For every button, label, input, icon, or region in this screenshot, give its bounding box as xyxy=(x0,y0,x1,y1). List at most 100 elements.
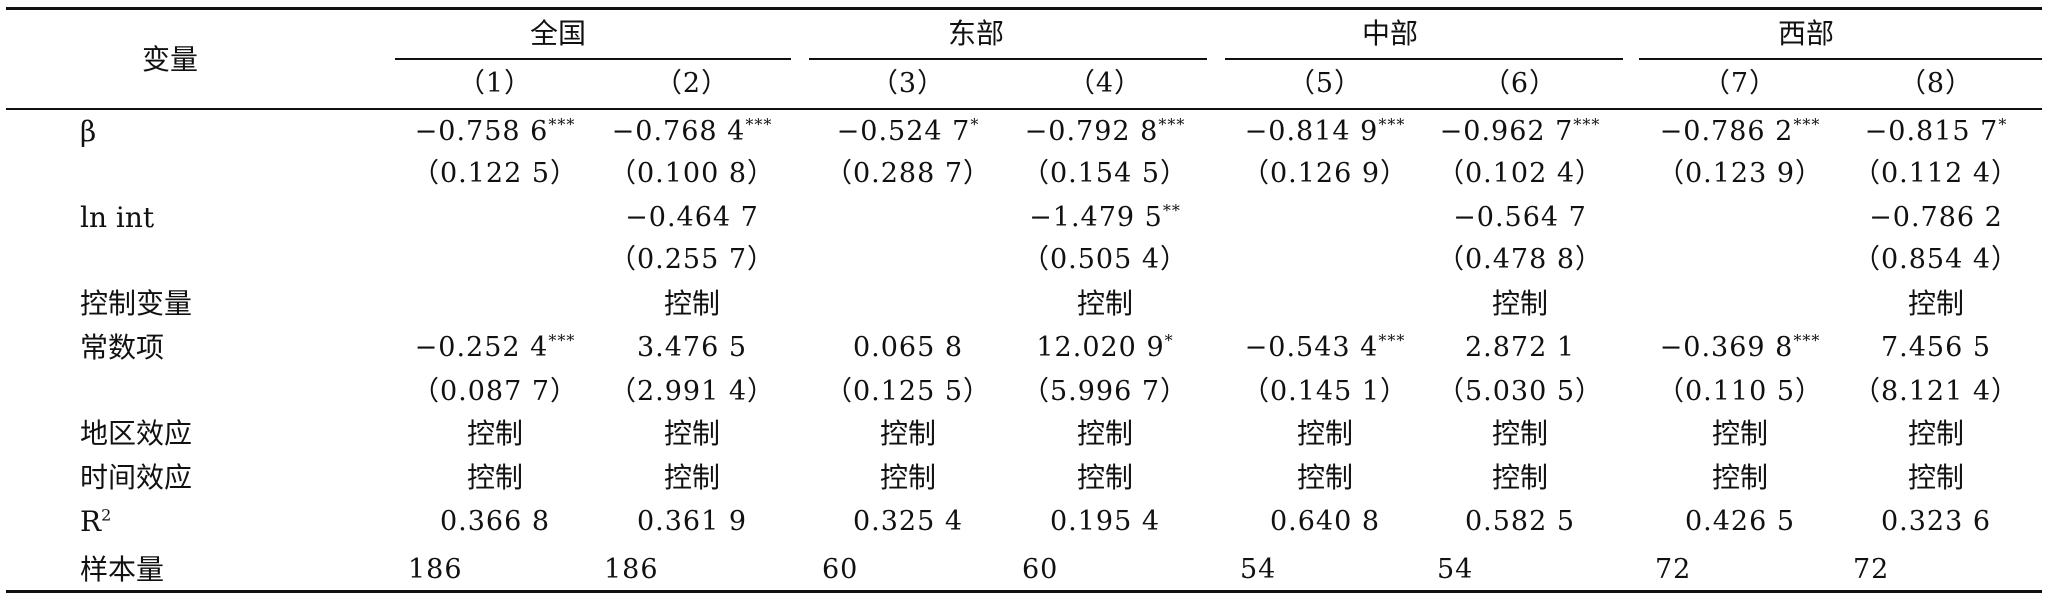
significance-stars: *** xyxy=(1793,115,1821,134)
group-underline-west xyxy=(1639,58,2042,60)
group-header-central: 中部 xyxy=(1361,17,1419,50)
table-cell: 0.195 4 xyxy=(1049,506,1161,537)
table-cell: −0.786 2 xyxy=(1869,202,2003,233)
significance-stars: * xyxy=(1164,331,1174,350)
table-cell: 控制 xyxy=(1711,461,1769,494)
table-cell: （5.996 7） xyxy=(1021,376,1189,407)
table-cell: −0.252 4*** xyxy=(414,331,576,363)
significance-stars: *** xyxy=(548,331,576,350)
table-cell: 控制 xyxy=(1491,287,1549,320)
table-cell: 0.065 8 xyxy=(852,332,964,363)
table-cell: 12.020 9* xyxy=(1036,331,1174,363)
table-cell: （0.288 7） xyxy=(824,158,992,189)
table-cell: （0.126 9） xyxy=(1241,158,1409,189)
table-cell: 控制 xyxy=(1491,417,1549,450)
significance-stars: *** xyxy=(1378,115,1406,134)
significance-stars: *** xyxy=(548,115,576,134)
table-cell: （0.123 9） xyxy=(1656,158,1824,189)
table-cell: −1.479 5** xyxy=(1029,201,1181,233)
table-cell: −0.814 9*** xyxy=(1244,115,1406,147)
significance-stars: *** xyxy=(1793,331,1821,350)
variable-header: 变量 xyxy=(141,43,199,76)
column-number-header: （2） xyxy=(654,68,730,99)
table-cell: （2.991 4） xyxy=(608,376,776,407)
table-cell: 0.361 9 xyxy=(636,506,748,537)
table-cell: −0.524 7* xyxy=(836,115,980,147)
table-cell: −0.564 7 xyxy=(1453,202,1587,233)
table-cell: −0.369 8*** xyxy=(1659,331,1821,363)
significance-stars: *** xyxy=(1378,331,1406,350)
bottom-rule xyxy=(6,590,2042,593)
table-cell: 0.325 4 xyxy=(852,506,964,537)
group-underline-east xyxy=(809,58,1207,60)
table-cell: 控制 xyxy=(1907,461,1965,494)
table-cell: 54 xyxy=(1240,554,1277,585)
table-cell: 控制 xyxy=(1491,461,1549,494)
significance-stars: *** xyxy=(1158,115,1186,134)
table-cell: 控制 xyxy=(879,461,937,494)
table-cell: −0.786 2*** xyxy=(1659,115,1821,147)
table-cell: −0.758 6*** xyxy=(414,115,576,147)
group-header-east: 东部 xyxy=(947,17,1005,50)
table-cell: −0.543 4*** xyxy=(1244,331,1406,363)
table-cell: 72 xyxy=(1655,554,1692,585)
row-label: R2 xyxy=(80,505,112,538)
top-rule xyxy=(6,7,2042,10)
row-label: 样本量 xyxy=(80,553,165,586)
table-cell: −0.464 7 xyxy=(625,202,759,233)
group-underline-central xyxy=(1225,58,1623,60)
significance-stars: *** xyxy=(745,115,773,134)
significance-stars: * xyxy=(970,115,980,134)
table-cell: 3.476 5 xyxy=(636,332,748,363)
table-cell: −0.792 8*** xyxy=(1024,115,1186,147)
table-cell: 0.640 8 xyxy=(1269,506,1381,537)
column-number-header: （5） xyxy=(1287,68,1363,99)
table-cell: （0.125 5） xyxy=(824,376,992,407)
group-header-west: 西部 xyxy=(1777,17,1835,50)
table-cell: 控制 xyxy=(466,417,524,450)
table-cell: −0.815 7* xyxy=(1864,115,2008,147)
column-number-header: （8） xyxy=(1898,68,1974,99)
table-cell: 控制 xyxy=(1907,287,1965,320)
table-cell: （0.505 4） xyxy=(1021,244,1189,275)
table-cell: 54 xyxy=(1437,554,1474,585)
column-number-header: （1） xyxy=(457,68,533,99)
row-label: 地区效应 xyxy=(80,417,193,450)
table-cell: 控制 xyxy=(1076,461,1134,494)
table-cell: 0.426 5 xyxy=(1684,506,1796,537)
row-label: 时间效应 xyxy=(80,461,193,494)
significance-stars: * xyxy=(1998,115,2008,134)
table-cell: 控制 xyxy=(1076,417,1134,450)
table-cell: 控制 xyxy=(1076,287,1134,320)
table-cell: （5.030 5） xyxy=(1436,376,1604,407)
table-cell: （0.122 5） xyxy=(411,158,579,189)
column-number-header: （4） xyxy=(1067,68,1143,99)
table-cell: （0.154 5） xyxy=(1021,158,1189,189)
table-cell: 控制 xyxy=(466,461,524,494)
column-number-header: （3） xyxy=(870,68,946,99)
table-cell: 186 xyxy=(604,554,659,585)
header-rule xyxy=(6,108,2042,110)
table-cell: （0.478 8） xyxy=(1436,244,1604,275)
row-label: 控制变量 xyxy=(80,287,193,320)
table-cell: （0.255 7） xyxy=(608,244,776,275)
table-cell: 控制 xyxy=(1296,417,1354,450)
row-label: ln int xyxy=(80,201,155,234)
table-cell: （0.854 4） xyxy=(1852,244,2020,275)
table-cell: 186 xyxy=(408,554,463,585)
table-cell: （0.145 1） xyxy=(1241,376,1409,407)
table-cell: （0.102 4） xyxy=(1436,158,1604,189)
table-cell: （0.100 8） xyxy=(608,158,776,189)
row-label: 常数项 xyxy=(80,331,165,364)
table-cell: （0.112 4） xyxy=(1852,158,2020,189)
table-cell: （0.087 7） xyxy=(411,376,579,407)
table-cell: 72 xyxy=(1853,554,1890,585)
row-label: β xyxy=(80,115,97,148)
table-cell: 控制 xyxy=(663,417,721,450)
table-cell: 控制 xyxy=(1711,417,1769,450)
table-cell: 控制 xyxy=(663,461,721,494)
table-cell: 控制 xyxy=(1296,461,1354,494)
significance-stars: ** xyxy=(1162,201,1181,220)
table-cell: （8.121 4） xyxy=(1852,376,2020,407)
significance-stars: *** xyxy=(1573,115,1601,134)
